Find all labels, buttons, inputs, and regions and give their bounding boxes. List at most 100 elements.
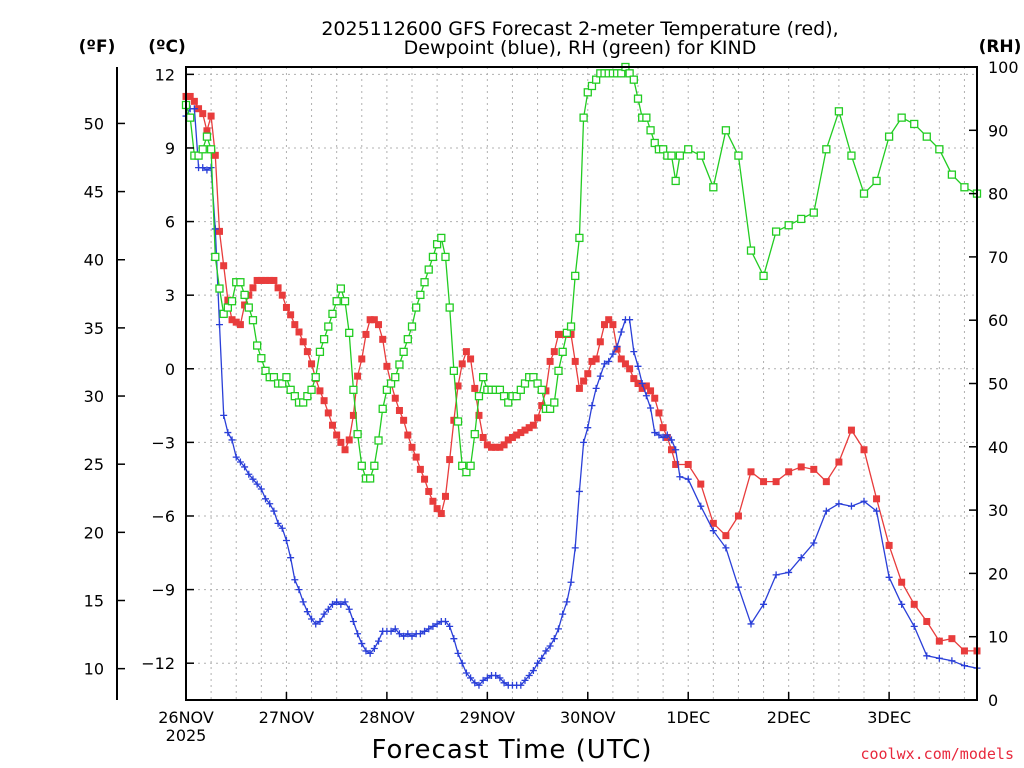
data-point: [340, 297, 350, 306]
data-point: [450, 416, 458, 424]
data-point: [308, 360, 316, 368]
data-point: [391, 625, 399, 633]
data-point: [617, 69, 626, 78]
data-point: [470, 429, 479, 439]
data-point: [554, 330, 562, 338]
data-point: [499, 392, 509, 401]
data-point: [910, 119, 919, 129]
data-point: [454, 649, 462, 657]
data-point: [554, 625, 562, 633]
data-point: [859, 189, 869, 198]
data-point: [772, 571, 780, 579]
data-point: [571, 357, 579, 365]
data-point: [303, 348, 311, 356]
data-point: [299, 338, 307, 346]
data-point: [784, 221, 793, 230]
data-point: [186, 113, 195, 122]
data-point: [697, 502, 705, 510]
data-point: [496, 674, 504, 682]
data-point: [617, 328, 625, 336]
data-point: [199, 110, 207, 118]
data-point: [203, 166, 211, 174]
data-point: [391, 394, 399, 402]
data-point: [467, 674, 475, 682]
data-point: [563, 598, 571, 606]
data-point: [747, 620, 755, 628]
data-point: [897, 113, 906, 122]
data-point: [483, 441, 491, 449]
data-point: [308, 615, 316, 623]
data-point: [675, 151, 685, 160]
data-point: [672, 446, 680, 454]
data-point: [587, 81, 597, 91]
data-point: [433, 505, 441, 513]
data-point: [449, 366, 459, 375]
data-point: [382, 385, 392, 394]
data-point: [274, 519, 282, 527]
data-point: [580, 377, 588, 385]
data-point: [437, 510, 445, 518]
data-point: [663, 431, 671, 439]
data-point: [228, 436, 236, 444]
data-point: [383, 362, 391, 370]
data-point: [290, 392, 299, 401]
data-point: [642, 382, 650, 390]
celsius-tick-label: 3: [165, 286, 175, 305]
data-point: [236, 321, 244, 329]
data-point: [299, 398, 308, 407]
data-point: [227, 297, 237, 306]
x-tick-label: 1DEC: [666, 708, 710, 727]
celsius-tick-label: 12: [155, 65, 175, 84]
fahrenheit-tick-label: 10: [84, 660, 104, 679]
data-point: [601, 360, 609, 368]
series-line: [186, 95, 977, 652]
data-point: [336, 284, 346, 293]
data-point: [291, 321, 299, 329]
data-point: [542, 647, 550, 655]
rh-tick-label: 0: [988, 691, 998, 710]
data-point: [366, 316, 374, 324]
x-tick-label: 27NOV: [259, 708, 315, 727]
data-point: [375, 321, 383, 329]
data-point: [537, 385, 546, 394]
fahrenheit-unit-label: (ºF): [79, 37, 116, 57]
data-point: [760, 478, 768, 486]
data-point: [873, 495, 881, 503]
data-point: [395, 360, 404, 369]
data-point: [441, 492, 449, 500]
data-point: [797, 214, 806, 224]
data-point: [311, 373, 320, 382]
data-point: [545, 404, 555, 413]
data-point: [366, 649, 374, 657]
x-tick-label: 28NOV: [359, 708, 415, 727]
x-axis-label: Forecast Time (UTC): [371, 735, 652, 765]
data-point: [500, 441, 508, 449]
data-point: [400, 632, 408, 640]
data-point: [516, 385, 525, 394]
data-point: [525, 671, 533, 679]
data-point: [834, 107, 844, 116]
data-point: [358, 640, 366, 648]
data-point: [333, 598, 341, 606]
celsius-unit-label: (ºC): [148, 37, 186, 57]
data-point: [211, 151, 219, 159]
data-point: [500, 679, 508, 687]
data-point: [319, 335, 329, 344]
data-point: [262, 495, 270, 503]
data-point: [772, 478, 780, 486]
data-point: [462, 669, 470, 677]
data-point: [591, 75, 601, 84]
data-point: [332, 297, 341, 306]
data-point: [492, 443, 500, 451]
data-point: [244, 303, 253, 312]
data-point: [809, 208, 818, 217]
data-point: [328, 421, 336, 429]
data-point: [760, 600, 768, 608]
data-point: [672, 460, 680, 468]
data-point: [236, 458, 244, 466]
data-point: [722, 532, 730, 540]
data-point: [538, 654, 546, 662]
data-point: [529, 421, 537, 429]
data-point: [282, 303, 290, 311]
data-point: [416, 465, 424, 473]
